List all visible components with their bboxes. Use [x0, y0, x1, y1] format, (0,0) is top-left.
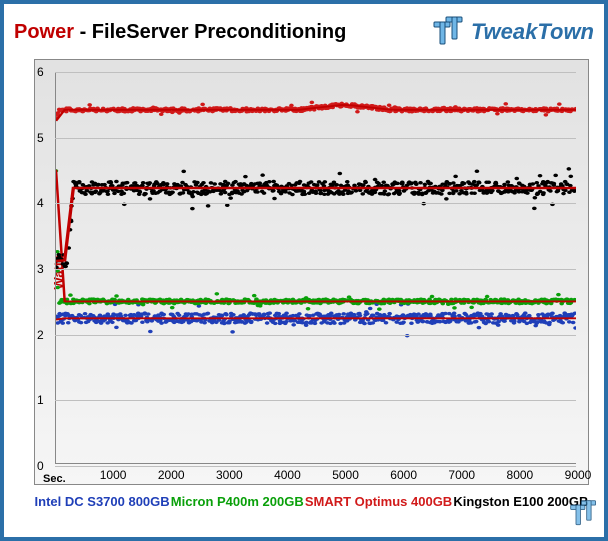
brand-tt-icon: [431, 14, 467, 50]
series-Kingston-E100-200GB: [56, 167, 576, 269]
x-tick: 1000: [100, 468, 127, 482]
legend-item: Micron P400m 200GB: [171, 494, 304, 509]
plot-region: [55, 72, 576, 464]
grid-line: [55, 466, 576, 467]
grid-line: [55, 203, 576, 204]
grid-line: [55, 138, 576, 139]
y-tick: 0: [37, 459, 44, 473]
y-tick: 4: [37, 196, 44, 210]
brand-logo: TweakTown: [431, 14, 594, 50]
x-axis-label: Sec.: [43, 473, 66, 485]
plot-svg: [56, 72, 576, 463]
title-main: Power: [14, 21, 74, 43]
watermark-icon: [568, 498, 600, 535]
x-tick: 7000: [448, 468, 475, 482]
header-row: Power - FileServer Preconditioning Tweak…: [4, 4, 604, 56]
chart-title: Power - FileServer Preconditioning: [14, 21, 346, 44]
x-tick: 3000: [216, 468, 243, 482]
y-tick: 6: [37, 65, 44, 79]
trend-line: [56, 188, 576, 261]
grid-line: [55, 335, 576, 336]
brand-text: TweakTown: [471, 19, 594, 45]
x-tick: 4000: [274, 468, 301, 482]
legend-item: Intel DC S3700 800GB: [35, 494, 170, 509]
chart-area: Watts Sec. 01234561000200030004000500060…: [34, 59, 589, 485]
legend-item: SMART Optimus 400GB: [305, 494, 452, 509]
x-tick: 8000: [507, 468, 534, 482]
legend-row: Intel DC S3700 800GBMicron P400m 200GBSM…: [34, 494, 589, 509]
grid-line: [55, 72, 576, 73]
y-tick: 5: [37, 131, 44, 145]
x-tick: 2000: [158, 468, 185, 482]
title-rest: - FileServer Preconditioning: [74, 21, 346, 43]
y-tick: 1: [37, 393, 44, 407]
x-tick: 5000: [332, 468, 359, 482]
y-tick: 2: [37, 328, 44, 342]
y-tick: 3: [37, 262, 44, 276]
x-tick: 9000: [565, 468, 592, 482]
chart-frame: Power - FileServer Preconditioning Tweak…: [0, 0, 608, 541]
x-tick: 6000: [390, 468, 417, 482]
grid-line: [55, 269, 576, 270]
grid-line: [55, 400, 576, 401]
